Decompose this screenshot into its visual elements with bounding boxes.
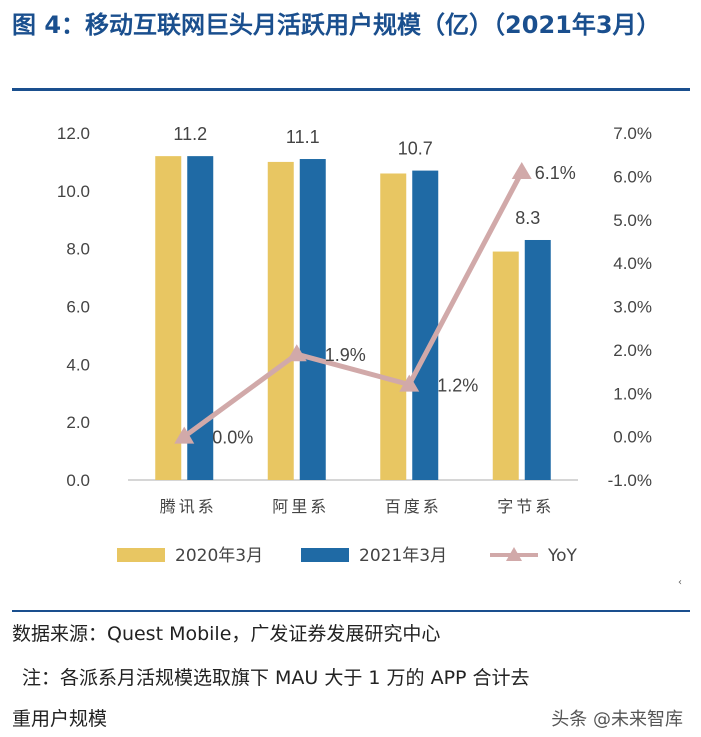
bar-value-label: 8.3 xyxy=(515,208,540,228)
right-tick-label: -1.0% xyxy=(608,471,652,490)
right-tick-label: 0.0% xyxy=(613,428,652,447)
right-tick-label: 7.0% xyxy=(613,124,652,143)
chart-title: 图 4：移动互联网巨头月活跃用户规模（亿）（2021年3月） xyxy=(12,11,661,39)
bar-2021 xyxy=(412,170,439,480)
bar-data-labels: 11.2 11.1 10.7 8.3 xyxy=(173,124,540,228)
bar-2021 xyxy=(524,239,551,480)
category-label: 腾讯系 xyxy=(160,497,217,516)
legend-swatch xyxy=(117,548,165,562)
yoy-value-label: 0.0% xyxy=(212,428,253,448)
bars-group xyxy=(155,156,551,480)
legend-label: 2021年3月 xyxy=(359,546,447,566)
left-tick-label: 0.0 xyxy=(66,471,90,490)
left-axis-ticks: 0.0 2.0 4.0 6.0 8.0 10.0 12.0 xyxy=(57,124,90,490)
left-tick-label: 12.0 xyxy=(57,124,90,143)
bar-2020 xyxy=(380,173,407,480)
footnote-line-1: 注：各派系月活规模选取旗下 MAU 大于 1 万的 APP 合计去 xyxy=(22,667,530,689)
legend: 2020年3月 2021年3月 YoY xyxy=(117,546,578,566)
yoy-marker xyxy=(399,374,420,392)
bar-2020 xyxy=(492,251,519,480)
footnote-line-2: 重用户规模 xyxy=(12,708,108,730)
yoy-value-label: 1.2% xyxy=(437,376,478,396)
bar-value-label: 10.7 xyxy=(398,139,433,159)
yoy-data-labels: 0.0% 1.9% 1.2% 6.1% xyxy=(212,163,576,448)
corner-mark: ‹ xyxy=(678,577,682,588)
bar-value-label: 11.2 xyxy=(173,124,207,144)
bar-2020 xyxy=(155,156,182,480)
watermark: 头条 @未来智库 xyxy=(545,703,689,733)
right-tick-label: 3.0% xyxy=(613,298,652,317)
right-tick-label: 1.0% xyxy=(613,384,652,403)
bar-line-chart: 0.0 2.0 4.0 6.0 8.0 10.0 12.0 -1.0% 0.0% 1.0% 2.0… xyxy=(57,124,682,588)
data-source: 数据来源：Quest Mobile，广发证券发展研究中心 xyxy=(12,623,441,645)
left-tick-label: 8.0 xyxy=(66,240,90,259)
right-tick-label: 2.0% xyxy=(613,341,652,360)
title-divider xyxy=(12,88,690,91)
category-label: 阿里系 xyxy=(272,497,329,516)
legend-label: 2020年3月 xyxy=(175,546,263,566)
legend-swatch xyxy=(301,548,349,562)
yoy-marker xyxy=(174,426,195,444)
yoy-line xyxy=(182,170,524,439)
yoy-value-label: 1.9% xyxy=(325,345,366,365)
category-label: 字节系 xyxy=(497,497,554,516)
yoy-marker xyxy=(511,162,532,180)
yoy-line-group xyxy=(174,162,532,444)
left-tick-label: 10.0 xyxy=(57,182,90,201)
right-tick-label: 6.0% xyxy=(613,167,652,186)
legend-label: YoY xyxy=(547,546,578,566)
category-label: 百度系 xyxy=(385,497,442,516)
yoy-value-label: 6.1% xyxy=(535,163,576,183)
right-tick-label: 5.0% xyxy=(613,211,652,230)
yoy-marker xyxy=(286,344,307,362)
bar-2020 xyxy=(267,161,294,480)
category-labels: 腾讯系 阿里系 百度系 字节系 xyxy=(160,497,554,516)
left-tick-label: 4.0 xyxy=(66,355,90,374)
left-tick-label: 2.0 xyxy=(66,413,90,432)
left-tick-label: 6.0 xyxy=(66,298,90,317)
bar-2021 xyxy=(299,159,326,480)
right-tick-label: 4.0% xyxy=(613,254,652,273)
source-divider xyxy=(12,610,690,612)
legend-marker xyxy=(506,547,522,561)
bar-value-label: 11.1 xyxy=(286,127,320,147)
right-axis-ticks: -1.0% 0.0% 1.0% 2.0% 3.0% 4.0% 5.0% 6.0% 7.0% xyxy=(608,124,652,490)
